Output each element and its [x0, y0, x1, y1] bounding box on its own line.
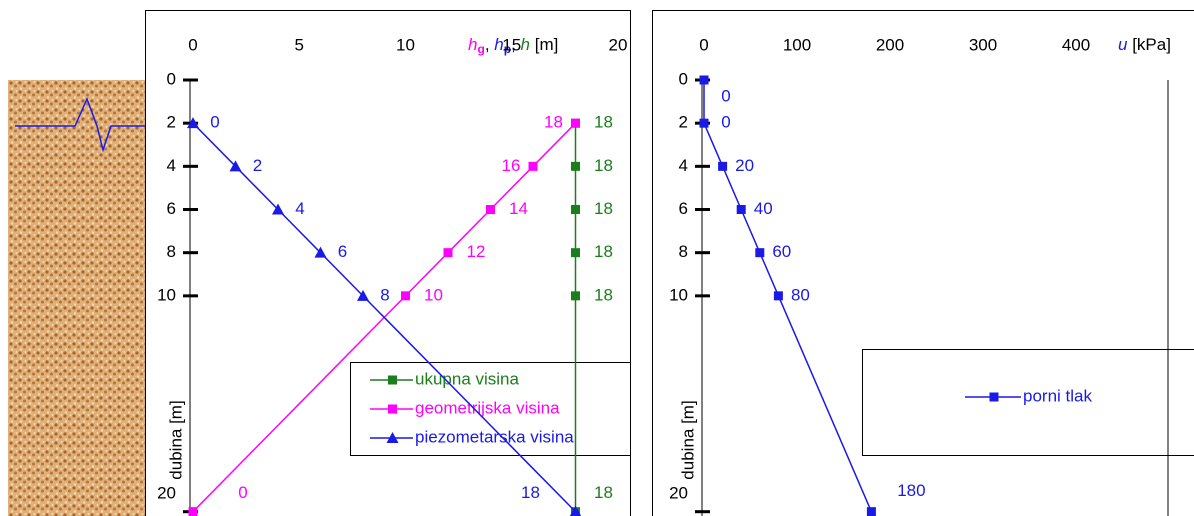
x-tick-label: 300: [969, 35, 997, 54]
x-tick-label: 15: [502, 35, 521, 54]
series-line: [703, 80, 873, 512]
y-tick-label: 2: [167, 113, 176, 132]
legend-marker: [388, 404, 397, 414]
y-tick-label: 6: [167, 199, 176, 218]
x-tick-label: 0: [188, 35, 197, 54]
data-label: 2: [253, 156, 262, 175]
marker: [571, 291, 580, 301]
y-tick-label: 20: [157, 483, 176, 502]
legend-label: geometrijska visina: [415, 398, 560, 417]
water-level: [15, 97, 145, 153]
data-label: 16: [502, 156, 521, 175]
data-label: 0: [238, 483, 247, 502]
marker: [486, 205, 495, 215]
data-label: 18: [594, 113, 613, 132]
y-tick-label: 8: [167, 242, 176, 261]
data-label: 0: [721, 113, 730, 132]
legend-marker: [989, 392, 999, 402]
x-tick-label: 20: [609, 35, 628, 54]
x-tick-label: 100: [783, 35, 811, 54]
y-tick-label: 2: [679, 113, 688, 132]
data-label: 10: [424, 285, 443, 304]
marker: [699, 118, 709, 128]
y-axis-label: dubina [m]: [166, 400, 185, 479]
data-label: 12: [467, 242, 486, 261]
data-label: 20: [735, 156, 754, 175]
marker: [314, 246, 327, 258]
marker: [443, 248, 453, 258]
data-label: 60: [772, 242, 791, 261]
marker: [187, 117, 199, 129]
legend-label: porni tlak: [1023, 386, 1092, 405]
marker: [229, 160, 242, 172]
y-tick-label: 8: [679, 242, 688, 261]
x-tick-label: 200: [876, 35, 904, 54]
y-tick-label: 4: [679, 156, 688, 175]
series-line: [192, 122, 577, 513]
y-tick-label: 4: [167, 156, 176, 175]
marker: [188, 507, 198, 516]
legend-marker: [386, 432, 399, 443]
x-axis-label: u [kPa]: [1118, 35, 1171, 54]
y-tick-label: 10: [669, 285, 688, 304]
y-tick-label: 0: [167, 69, 176, 88]
y-tick-label: 6: [679, 199, 688, 218]
marker: [736, 205, 746, 215]
series-line: [192, 122, 577, 513]
data-label: 6: [338, 242, 347, 261]
marker: [773, 291, 783, 301]
frame: [652, 10, 1194, 516]
marker: [272, 203, 284, 215]
data-label: 14: [509, 199, 528, 218]
marker: [718, 161, 728, 171]
data-label: 4: [295, 199, 304, 218]
data-label: 8: [380, 285, 389, 304]
data-label: 80: [791, 285, 810, 304]
marker: [699, 75, 709, 85]
data-label: 40: [754, 199, 773, 218]
data-label: 18: [594, 285, 613, 304]
marker: [401, 291, 410, 301]
y-tick-label: 0: [679, 69, 688, 88]
marker: [569, 505, 582, 516]
data-label: 18: [521, 483, 540, 502]
x-tick-label: 0: [699, 35, 708, 54]
marker: [571, 161, 580, 171]
marker: [528, 161, 538, 171]
data-label: 18: [594, 199, 613, 218]
marker: [357, 289, 369, 301]
soil: [8, 80, 145, 516]
legend-marker: [388, 375, 397, 385]
marker: [571, 118, 580, 128]
legend: [862, 349, 1194, 456]
marker: [755, 248, 765, 258]
y-tick-label: 10: [157, 285, 176, 304]
legend-label: ukupna visina: [415, 369, 520, 388]
marker: [571, 205, 580, 215]
data-label: 18: [594, 242, 613, 261]
legend-label: piezometarska visina: [415, 427, 574, 446]
x-axis-label: hg, hp, h [m]: [468, 35, 558, 56]
data-label: 18: [594, 483, 613, 502]
data-label: 0: [721, 86, 730, 105]
frame: [145, 10, 631, 516]
x-tick-label: 400: [1062, 35, 1090, 54]
data-label: 0: [210, 113, 219, 132]
marker: [866, 507, 876, 516]
data-label: 180: [897, 481, 925, 500]
x-tick-label: 5: [295, 35, 304, 54]
data-label: 18: [544, 113, 563, 132]
y-tick-label: 20: [669, 483, 688, 502]
x-tick-label: 10: [396, 35, 415, 54]
marker: [571, 248, 580, 258]
data-label: 18: [594, 156, 613, 175]
y-axis-label: dubina [m]: [678, 400, 697, 479]
